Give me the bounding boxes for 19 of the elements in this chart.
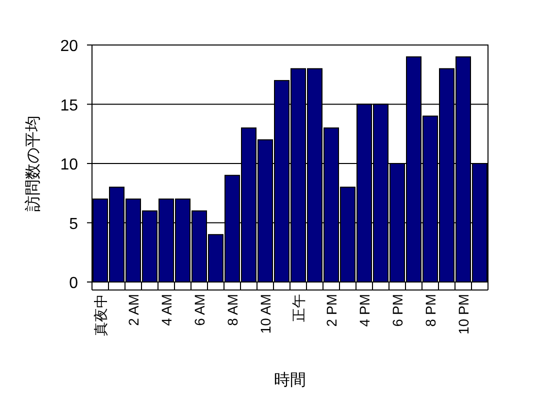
y-axis-title: 訪問数の平均 [24, 116, 42, 212]
x-tick-label: 6 AM [191, 294, 208, 326]
x-tick-label: 10 PM [455, 294, 472, 334]
x-tick-label: 真夜中 [92, 294, 108, 336]
y-tick-label: 0 [69, 275, 78, 292]
y-tick-label: 20 [60, 38, 78, 55]
x-tick-label: 8 AM [224, 294, 240, 326]
x-tick-label: 2 AM [125, 294, 142, 326]
x-tick-label: 正午 [290, 294, 306, 322]
x-axis-title: 時間 [274, 371, 306, 389]
y-tick-label: 10 [60, 156, 78, 174]
x-tick-label: 4 AM [158, 294, 174, 326]
x-tick-label: 8 PM [422, 294, 438, 327]
y-tick-label: 5 [69, 216, 78, 233]
y-tick-label: 15 [60, 97, 78, 114]
x-tick-label: 10 AM [257, 294, 274, 334]
x-tick-label: 4 PM [356, 294, 372, 327]
x-tick-label: 6 PM [389, 294, 406, 327]
x-tick-label: 2 PM [323, 294, 340, 327]
